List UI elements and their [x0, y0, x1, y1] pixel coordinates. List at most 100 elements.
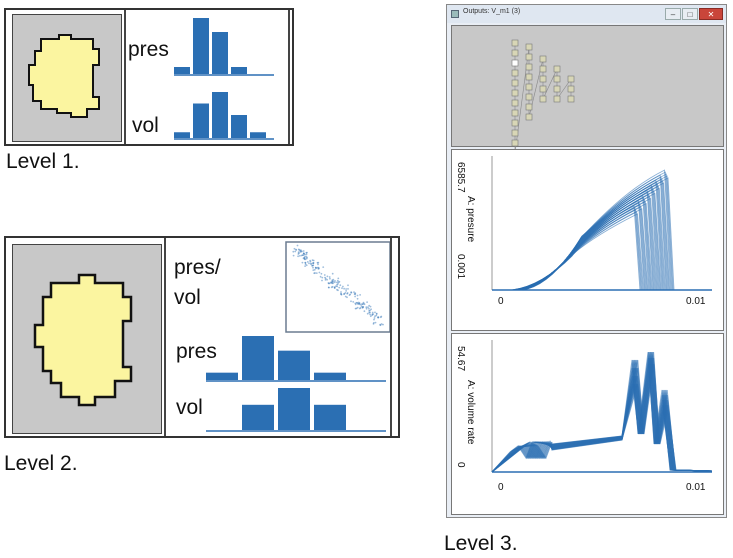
scatter-point [379, 323, 381, 326]
histogram-bar [242, 404, 274, 430]
scatter-point [298, 252, 300, 255]
scatter-point [320, 272, 323, 275]
graph-node [525, 83, 533, 91]
scatter-point [335, 285, 337, 287]
outputs-window: Outputs: V_m1 (3) – □ ✕ 6585.7 A: presur… [446, 4, 727, 518]
scatter-point [302, 252, 305, 255]
pressure-curve [492, 191, 712, 291]
scatter-point [352, 301, 355, 303]
level2-pres-label: pres [176, 340, 217, 363]
scatter-point [306, 256, 308, 259]
scatter-point [316, 261, 319, 264]
scatter-point [357, 303, 359, 305]
scatter-point [315, 267, 317, 270]
histogram-bar [212, 32, 228, 74]
scatter-point [373, 318, 375, 321]
volume-curve [491, 363, 713, 473]
window-titlebar[interactable]: Outputs: V_m1 (3) – □ ✕ [447, 5, 726, 23]
node-graph-view[interactable] [451, 25, 724, 157]
scatter-point [359, 294, 361, 296]
pressure-curve [492, 186, 712, 291]
graph-node [539, 75, 547, 83]
volume-xmax-label: 0.01 [686, 482, 706, 493]
level1-right-border [288, 10, 290, 144]
scatter-point [380, 323, 383, 325]
pressure-curve [492, 183, 712, 291]
scatter-point [304, 265, 306, 267]
scatter-point [309, 260, 312, 263]
pressure-curve [492, 197, 712, 291]
level1-shape-area [12, 14, 122, 142]
scatter-point [331, 282, 334, 285]
scatter-point [342, 285, 344, 288]
histogram-bar [193, 18, 209, 74]
histogram-bar [231, 115, 247, 138]
pressure-curves [491, 156, 712, 291]
scatter-point [363, 310, 366, 313]
minimize-button[interactable]: – [665, 8, 681, 20]
scatter-point [312, 262, 315, 264]
scatter-point [326, 278, 328, 281]
scatter-point [346, 292, 349, 294]
scatter-point [317, 266, 320, 269]
level2-scatter-label-1: pres/ [174, 256, 221, 279]
pressure-curve [492, 194, 712, 291]
scatter-point [332, 280, 334, 283]
window-app-icon [451, 10, 459, 18]
scatter-point [300, 249, 302, 252]
scatter-point [343, 287, 345, 290]
histogram-bar [278, 350, 310, 380]
scatter-point [346, 292, 349, 295]
level2-panel: pres/ vol pres vol [4, 236, 400, 438]
scatter-point [315, 266, 317, 269]
pressure-curve [492, 198, 712, 291]
volume-rate-curves [491, 340, 713, 473]
histogram-bar [174, 132, 190, 138]
scatter-point [360, 305, 363, 307]
scatter-point [323, 274, 326, 276]
scatter-point [348, 294, 351, 296]
scatter-point [311, 264, 313, 267]
graph-node [539, 65, 547, 73]
histogram-bar [231, 67, 247, 74]
scatter-point [372, 323, 375, 325]
level2-divider [164, 238, 166, 436]
scatter-point [321, 279, 323, 282]
graph-node [525, 53, 533, 61]
scatter-point [330, 286, 333, 289]
scatter-point [344, 295, 347, 298]
maximize-button[interactable]: □ [682, 8, 698, 20]
scatter-point [355, 307, 358, 310]
scatter-point [312, 259, 315, 262]
scatter-point [368, 311, 371, 314]
pressure-curve [492, 178, 712, 291]
scatter-point [301, 250, 303, 253]
scatter-point [333, 286, 336, 289]
scatter-point [332, 282, 334, 284]
scatter-point [334, 280, 336, 282]
graph-node [567, 95, 575, 103]
scatter-point [328, 282, 331, 285]
scatter-point [319, 275, 322, 278]
scatter-point [331, 279, 334, 282]
scatter-point [333, 286, 336, 288]
pressure-curve [492, 182, 712, 291]
scatter-point [362, 306, 364, 309]
scatter-point [356, 306, 359, 309]
scatter-point [314, 266, 317, 269]
scatter-point [379, 324, 382, 327]
scatter-point [372, 313, 375, 315]
scatter-point [369, 305, 372, 308]
scatter-point [313, 268, 316, 271]
scatter-point [304, 253, 306, 256]
scatter-point [324, 276, 326, 279]
scatter-point [361, 303, 363, 305]
scatter-point [354, 302, 357, 305]
scatter-point [359, 307, 362, 309]
close-button[interactable]: ✕ [699, 8, 723, 20]
scatter-point [339, 284, 342, 287]
level1-puzzle-shape [28, 34, 100, 118]
scatter-point [340, 291, 342, 293]
scatter-point [305, 251, 308, 254]
scatter-point [358, 302, 361, 305]
